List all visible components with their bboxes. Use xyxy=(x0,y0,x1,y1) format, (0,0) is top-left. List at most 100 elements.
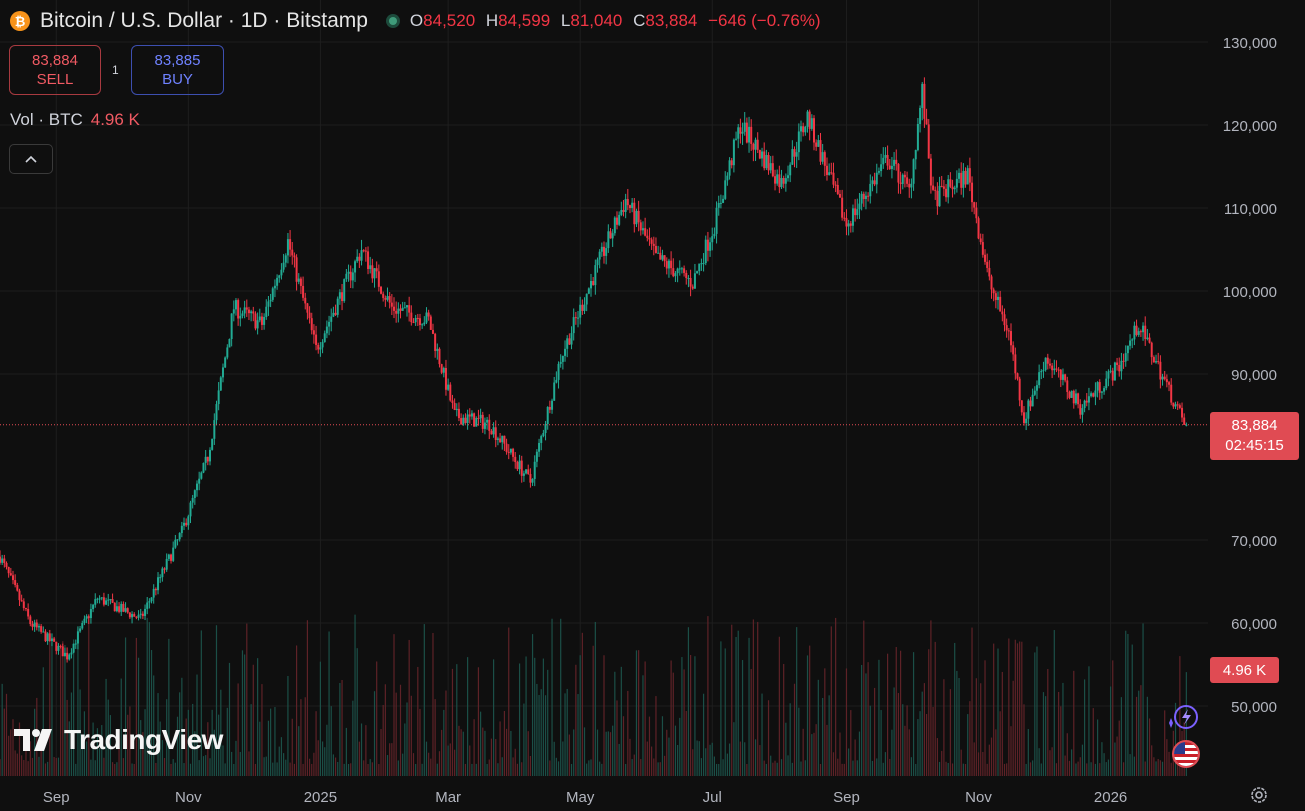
candlestick-series xyxy=(0,77,1188,663)
candle-body xyxy=(278,275,281,278)
us-flag-icon[interactable] xyxy=(1172,740,1200,768)
tradingview-logo[interactable]: TradingView xyxy=(14,724,223,756)
volume-bar xyxy=(226,707,228,776)
candle-body xyxy=(382,293,385,298)
volume-bar xyxy=(778,636,780,776)
volume-bar xyxy=(1051,747,1053,776)
candle-body xyxy=(806,111,809,127)
candle-body xyxy=(574,317,577,319)
volume-bar xyxy=(715,763,718,776)
volume-bar xyxy=(1185,672,1187,776)
candle-body xyxy=(927,124,930,159)
volume-bar xyxy=(601,763,603,776)
candle-body xyxy=(719,202,722,204)
x-tick-label: Mar xyxy=(435,789,461,806)
volume-bar xyxy=(880,710,882,776)
time-axis[interactable]: Sep Nov 2025 Mar May Jul Sep Nov 2026 xyxy=(43,789,1127,806)
gear-icon[interactable] xyxy=(1248,784,1270,806)
candle-body xyxy=(22,601,25,609)
candle-body xyxy=(832,172,835,185)
volume-bar xyxy=(724,648,726,776)
volume-bar xyxy=(679,717,681,776)
candle-body xyxy=(886,154,889,166)
volume-bar xyxy=(480,711,482,776)
candle-body xyxy=(867,195,870,197)
grid-lines xyxy=(0,0,1208,776)
lightning-icon[interactable] xyxy=(1166,703,1200,733)
candle-body xyxy=(1012,345,1015,355)
volume-bar xyxy=(1060,706,1062,776)
volume-bar xyxy=(542,658,544,776)
volume-bar xyxy=(166,699,168,776)
candle-body xyxy=(637,210,640,223)
candle-body xyxy=(7,566,10,574)
collapse-legend-button[interactable] xyxy=(9,144,53,174)
candle-body xyxy=(289,239,292,250)
candle-body xyxy=(644,228,647,236)
volume-bar xyxy=(428,752,430,776)
volume-bar xyxy=(94,760,96,776)
volume-bar xyxy=(79,689,81,776)
candle-body xyxy=(1040,370,1043,373)
candle-body xyxy=(386,296,389,300)
volume-bar xyxy=(137,657,140,776)
candle-body xyxy=(994,293,997,300)
volume-bar xyxy=(168,638,170,776)
candle-body xyxy=(33,622,36,627)
volume-bar xyxy=(850,710,852,776)
sell-price: 83,884 xyxy=(32,52,78,69)
candle-body xyxy=(618,214,621,225)
volume-bar xyxy=(651,746,653,776)
candle-body xyxy=(997,296,1000,300)
candle-body xyxy=(501,435,504,443)
volume-bar xyxy=(339,683,341,776)
candle-body xyxy=(1020,400,1023,413)
candle-body xyxy=(3,558,6,563)
candle-body xyxy=(966,168,969,185)
volume-bar xyxy=(38,756,40,776)
candle-body xyxy=(910,183,913,188)
volume-legend[interactable]: Vol · BTC 4.96 K xyxy=(10,110,140,130)
volume-bar xyxy=(369,759,371,776)
volume-bar xyxy=(783,663,785,776)
buy-button[interactable]: 83,885 BUY xyxy=(131,45,224,95)
volume-bar xyxy=(622,716,625,776)
volume-bar xyxy=(1129,754,1131,776)
candle-body xyxy=(427,312,430,317)
volume-bar xyxy=(363,760,365,776)
volume-bar xyxy=(984,660,986,776)
volume-bar xyxy=(12,719,14,776)
candle-body xyxy=(776,174,779,184)
candle-body xyxy=(83,618,86,623)
volume-bar xyxy=(757,621,759,776)
volume-bar xyxy=(562,741,564,776)
candle-body xyxy=(1135,325,1138,335)
symbol-header: ₿ Bitcoin / U.S. Dollar · 1D · Bitstamp … xyxy=(10,8,821,34)
volume-bar xyxy=(1008,638,1010,776)
volume-bar xyxy=(460,729,462,776)
candle-body xyxy=(66,652,69,660)
sell-button[interactable]: 83,884 SELL xyxy=(9,45,101,95)
volume-bar xyxy=(906,705,908,776)
candle-body xyxy=(146,602,149,609)
candle-body xyxy=(1100,391,1103,393)
candle-body xyxy=(180,525,183,534)
candle-body xyxy=(81,622,84,629)
candle-body xyxy=(466,414,469,423)
candle-body xyxy=(635,210,638,225)
volume-bar xyxy=(505,728,508,776)
price-axis[interactable]: 130,000 120,000 110,000 100,000 90,000 70,000… xyxy=(1223,35,1277,716)
symbol-title[interactable]: Bitcoin / U.S. Dollar · 1D · Bitstamp xyxy=(40,9,368,32)
candle-body xyxy=(945,188,948,198)
candle-body xyxy=(280,269,283,276)
volume-bar xyxy=(200,630,202,776)
candle-body xyxy=(815,142,818,147)
candle-body xyxy=(925,118,928,125)
candle-body xyxy=(1172,402,1175,407)
volume-bar xyxy=(144,709,146,776)
candle-body xyxy=(605,248,608,256)
market-status-icon[interactable] xyxy=(385,14,400,28)
volume-bar xyxy=(73,639,75,776)
candle-body xyxy=(364,250,367,252)
